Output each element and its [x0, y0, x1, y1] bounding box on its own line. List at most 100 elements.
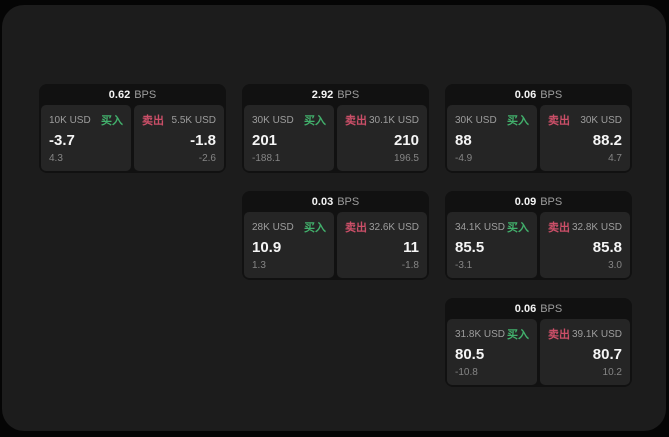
cards-grid: 0.62 BPS 10K USD 买入 -3.7 4.3 卖出 5.5K USD… [39, 84, 632, 387]
sell-price-value: -1.8 [190, 132, 216, 149]
bps-suffix-label: BPS [337, 88, 360, 101]
quote-card: 0.62 BPS 10K USD 买入 -3.7 4.3 卖出 5.5K USD… [39, 84, 226, 173]
buy-price-value: 88 [455, 132, 472, 149]
buy-price-value: 80.5 [455, 346, 485, 363]
buy-panel-top-row: 34.1K USD 买入 [455, 219, 529, 235]
quote-card-header: 0.09 BPS [447, 191, 630, 212]
buy-tag-label: 买入 [507, 222, 529, 234]
buy-panel-top-row: 28K USD 买入 [252, 219, 326, 235]
buy-size-label: 30K USD [455, 114, 497, 126]
sell-price-value: 88.2 [592, 132, 622, 149]
sell-tag-label: 卖出 [548, 222, 570, 234]
sell-sub-value: -1.8 [401, 260, 419, 271]
sell-size-label: 5.5K USD [171, 114, 216, 126]
sell-tag-label: 卖出 [142, 115, 164, 127]
bps-suffix-label: BPS [337, 195, 360, 208]
sell-size-label: 30K USD [580, 114, 622, 126]
sell-sub-value: 3.0 [608, 260, 622, 271]
sell-panel-top-row: 卖出 30.1K USD [345, 112, 419, 128]
sell-panel-top-row: 卖出 32.6K USD [345, 219, 419, 235]
buy-price-value: -3.7 [49, 132, 75, 149]
buy-sub-value: -4.9 [455, 153, 473, 164]
quote-card: 0.09 BPS 34.1K USD 买入 85.5 -3.1 卖出 32.8K… [445, 191, 632, 280]
buy-tag-label: 买入 [304, 115, 326, 127]
buy-sub-value: 1.3 [252, 260, 266, 271]
sell-sub-value: 10.2 [602, 367, 622, 378]
quote-card-body: 34.1K USD 买入 85.5 -3.1 卖出 32.8K USD 85.8… [447, 212, 630, 278]
sell-quote-panel[interactable]: 卖出 32.8K USD 85.8 3.0 [540, 212, 630, 278]
sell-panel-top-row: 卖出 32.8K USD [548, 219, 622, 235]
bps-suffix-label: BPS [540, 88, 563, 101]
buy-quote-panel[interactable]: 31.8K USD 买入 80.5 -10.8 [447, 319, 537, 385]
sell-quote-panel[interactable]: 卖出 39.1K USD 80.7 10.2 [540, 319, 630, 385]
sell-price-value: 11 [403, 239, 419, 256]
quote-card-body: 30K USD 买入 201 -188.1 卖出 30.1K USD 210 1… [244, 105, 427, 171]
buy-quote-panel[interactable]: 28K USD 买入 10.9 1.3 [244, 212, 334, 278]
buy-panel-top-row: 30K USD 买入 [252, 112, 326, 128]
bps-value: 0.03 [311, 195, 334, 208]
sell-size-label: 30.1K USD [368, 114, 419, 126]
quote-card: 0.06 BPS 31.8K USD 买入 80.5 -10.8 卖出 39.1… [445, 298, 632, 387]
quote-card-body: 10K USD 买入 -3.7 4.3 卖出 5.5K USD -1.8 -2.… [41, 105, 224, 171]
buy-sub-value: -188.1 [252, 153, 281, 164]
sell-panel-top-row: 卖出 30K USD [548, 112, 622, 128]
sell-size-label: 32.6K USD [368, 221, 419, 233]
buy-panel-top-row: 30K USD 买入 [455, 112, 529, 128]
bps-suffix-label: BPS [540, 195, 563, 208]
buy-size-label: 31.8K USD [455, 328, 506, 340]
bps-value: 0.06 [514, 88, 537, 101]
buy-quote-panel[interactable]: 10K USD 买入 -3.7 4.3 [41, 105, 131, 171]
quote-card-body: 28K USD 买入 10.9 1.3 卖出 32.6K USD 11 -1.8 [244, 212, 427, 278]
sell-tag-label: 卖出 [345, 115, 367, 127]
sell-sub-value: 196.5 [393, 153, 419, 164]
sell-size-label: 32.8K USD [571, 221, 622, 233]
bps-suffix-label: BPS [540, 302, 563, 315]
main-canvas: 0.62 BPS 10K USD 买入 -3.7 4.3 卖出 5.5K USD… [2, 5, 666, 431]
bps-value: 0.62 [108, 88, 131, 101]
buy-size-label: 34.1K USD [455, 221, 506, 233]
sell-quote-panel[interactable]: 卖出 30K USD 88.2 4.7 [540, 105, 630, 171]
buy-tag-label: 买入 [507, 115, 529, 127]
bps-value: 0.06 [514, 302, 537, 315]
sell-size-label: 39.1K USD [571, 328, 622, 340]
quote-card-header: 0.03 BPS [244, 191, 427, 212]
quote-card: 2.92 BPS 30K USD 买入 201 -188.1 卖出 30.1K … [242, 84, 429, 173]
quote-card-header: 2.92 BPS [244, 84, 427, 105]
buy-price-value: 85.5 [455, 239, 485, 256]
sell-tag-label: 卖出 [548, 329, 570, 341]
sell-price-value: 210 [393, 132, 419, 149]
buy-tag-label: 买入 [304, 222, 326, 234]
sell-price-value: 85.8 [592, 239, 622, 256]
sell-quote-panel[interactable]: 卖出 32.6K USD 11 -1.8 [337, 212, 427, 278]
buy-size-label: 10K USD [49, 114, 91, 126]
sell-sub-value: -2.6 [198, 153, 216, 164]
quote-card-header: 0.06 BPS [447, 298, 630, 319]
buy-quote-panel[interactable]: 34.1K USD 买入 85.5 -3.1 [447, 212, 537, 278]
buy-panel-top-row: 31.8K USD 买入 [455, 326, 529, 342]
quote-card: 0.06 BPS 30K USD 买入 88 -4.9 卖出 30K USD 8… [445, 84, 632, 173]
buy-price-value: 10.9 [252, 239, 282, 256]
buy-sub-value: 4.3 [49, 153, 63, 164]
sell-tag-label: 卖出 [345, 222, 367, 234]
quote-card-header: 0.06 BPS [447, 84, 630, 105]
sell-quote-panel[interactable]: 卖出 30.1K USD 210 196.5 [337, 105, 427, 171]
buy-tag-label: 买入 [507, 329, 529, 341]
buy-sub-value: -10.8 [455, 367, 478, 378]
buy-price-value: 201 [252, 132, 278, 149]
buy-size-label: 30K USD [252, 114, 294, 126]
buy-quote-panel[interactable]: 30K USD 买入 88 -4.9 [447, 105, 537, 171]
buy-quote-panel[interactable]: 30K USD 买入 201 -188.1 [244, 105, 334, 171]
buy-size-label: 28K USD [252, 221, 294, 233]
bps-value: 2.92 [311, 88, 334, 101]
sell-panel-top-row: 卖出 5.5K USD [142, 112, 216, 128]
buy-sub-value: -3.1 [455, 260, 473, 271]
sell-sub-value: 4.7 [608, 153, 622, 164]
quote-card-body: 30K USD 买入 88 -4.9 卖出 30K USD 88.2 4.7 [447, 105, 630, 171]
quote-card-header: 0.62 BPS [41, 84, 224, 105]
sell-panel-top-row: 卖出 39.1K USD [548, 326, 622, 342]
sell-price-value: 80.7 [592, 346, 622, 363]
sell-quote-panel[interactable]: 卖出 5.5K USD -1.8 -2.6 [134, 105, 224, 171]
quote-card: 0.03 BPS 28K USD 买入 10.9 1.3 卖出 32.6K US… [242, 191, 429, 280]
buy-panel-top-row: 10K USD 买入 [49, 112, 123, 128]
